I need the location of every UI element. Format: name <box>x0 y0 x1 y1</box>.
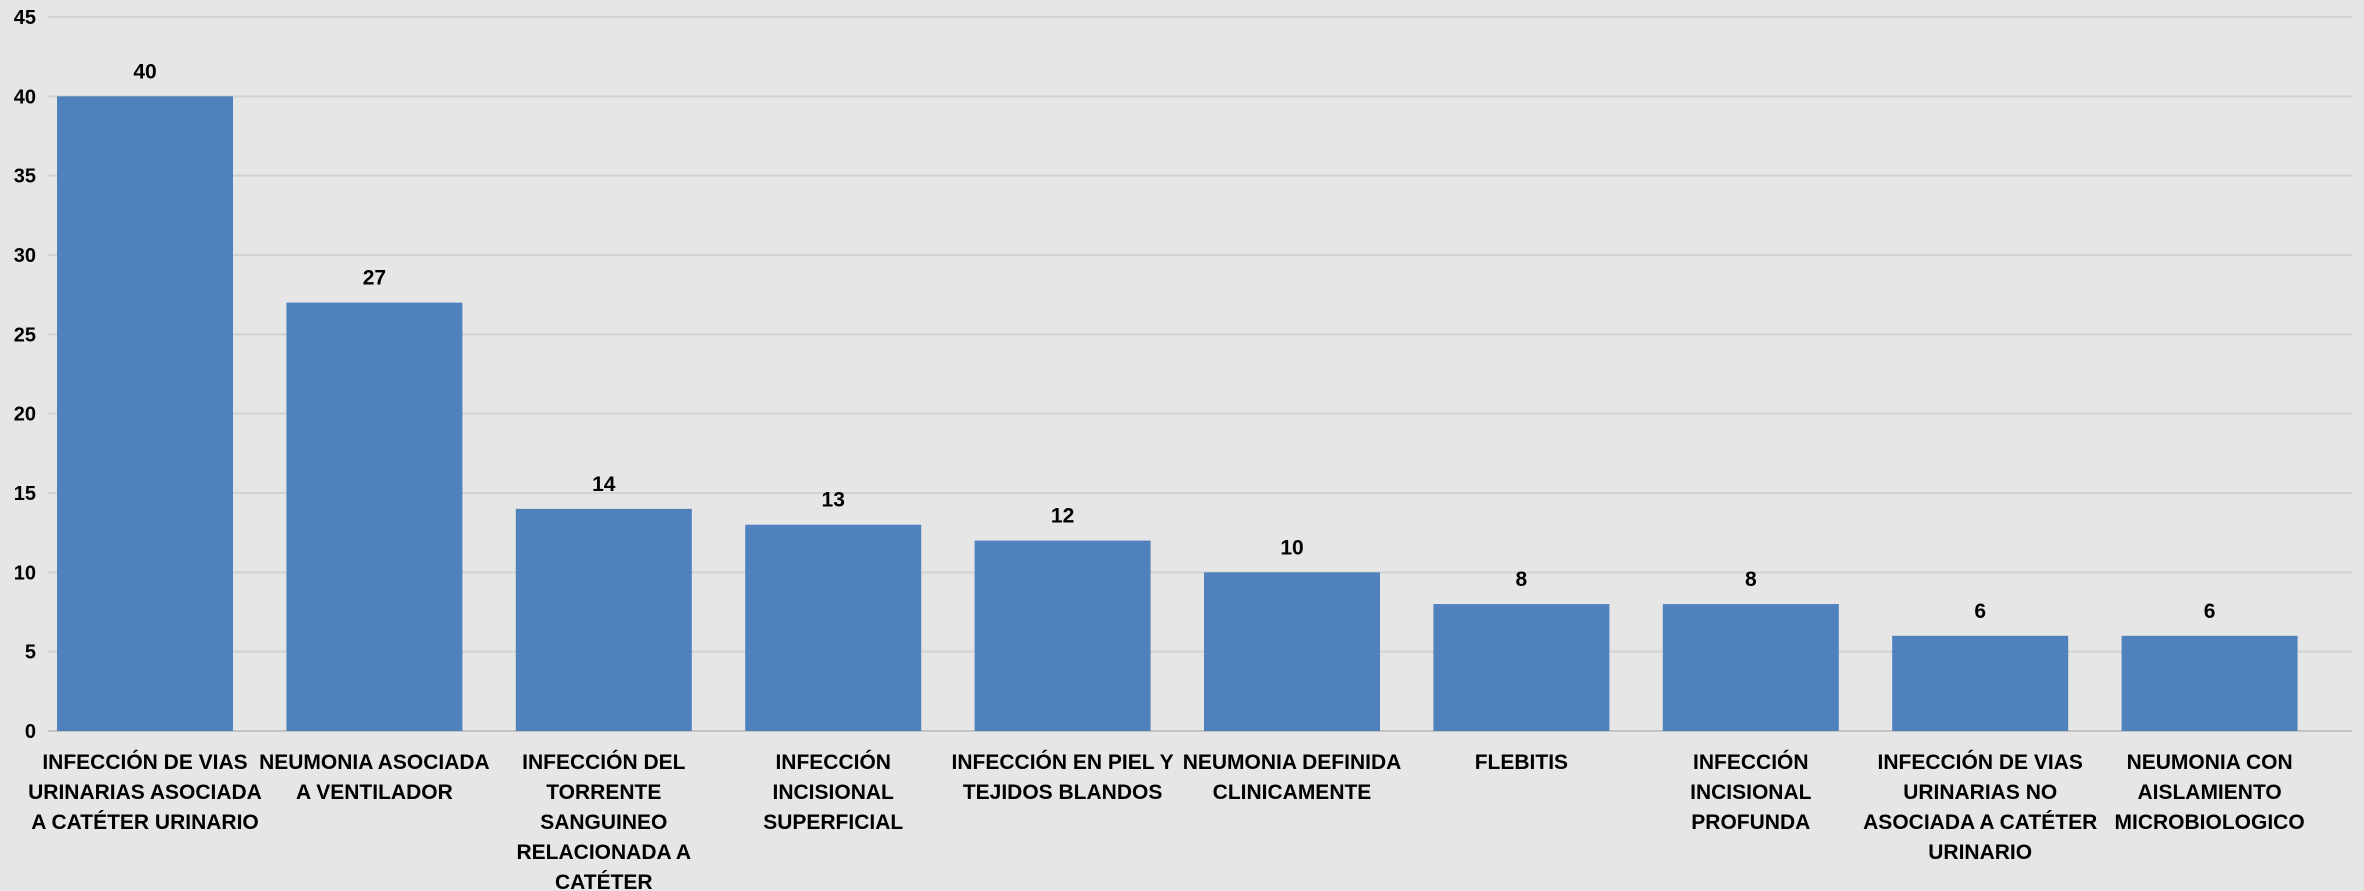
x-category-label: INFECCIÓN DE VIAS URINARIAS NO ASOCIADA A … <box>1863 750 2097 864</box>
x-category-label-line: MICROBIOLOGICO <box>2115 811 2305 834</box>
x-category-label-line: ASOCIADA A CATÉTER <box>1863 811 2097 834</box>
x-category-label-line: AISLAMIENTO <box>2137 781 2281 804</box>
x-category-label-line: INFECCIÓN DE VIAS <box>1878 750 2083 774</box>
bars <box>57 96 2298 732</box>
y-tick-label: 5 <box>25 642 36 664</box>
bar <box>286 302 463 731</box>
bar <box>1433 604 1610 731</box>
data-label: 14 <box>592 473 616 496</box>
bar <box>1204 572 1380 731</box>
x-category-label-line: PROFUNDA <box>1691 811 1810 834</box>
x-category-label-line: SANGUINEO <box>540 811 667 834</box>
bar <box>1892 635 2069 731</box>
x-category-label-line: FLEBITIS <box>1475 751 1568 774</box>
y-tick-label: 0 <box>25 721 36 743</box>
x-category-label: INFECCIÓN INCISIONAL SUPERFICIAL <box>763 750 903 834</box>
bar <box>2121 635 2298 731</box>
data-label: 8 <box>1745 568 1757 591</box>
x-category-label-line: SUPERFICIAL <box>763 811 903 834</box>
x-category-label: INFECCIÓN DE VIAS URINARIAS ASOCIADA A CAT… <box>28 750 262 834</box>
x-category-label-line: NEUMONIA ASOCIADA <box>259 751 490 774</box>
x-category-label-line: CLINICAMENTE <box>1213 781 1372 804</box>
x-category-label-line: CATÉTER <box>555 871 653 891</box>
x-category-label: NEUMONIA ASOCIADA A VENTILADOR <box>259 751 490 804</box>
x-category-label-line: INFECCIÓN EN PIEL Y <box>952 750 1174 774</box>
data-label: 8 <box>1516 568 1528 591</box>
y-axis-tick-labels: 0 5 10 15 20 25 30 35 40 45 <box>14 7 36 743</box>
x-category-label-line: INFECCIÓN DE VIAS <box>42 750 247 774</box>
x-category-label: NEUMONIA CON AISLAMIENTO MICROBIOLOGICO <box>2115 751 2305 834</box>
x-category-label-line: URINARIAS NO <box>1903 781 2057 804</box>
y-tick-label: 25 <box>14 324 36 346</box>
bar <box>974 540 1151 731</box>
x-category-label-line: TEJIDOS BLANDOS <box>963 781 1163 804</box>
x-category-label-line: INFECCIÓN <box>1693 750 1809 774</box>
data-label: 10 <box>1280 536 1303 559</box>
x-category-label-line: NEUMONIA CON <box>2127 751 2293 774</box>
bar <box>57 96 233 732</box>
data-label: 6 <box>1974 600 1986 623</box>
y-tick-label: 40 <box>14 86 36 108</box>
bar <box>1662 604 1839 731</box>
x-category-label-line: INCISIONAL <box>773 781 895 804</box>
data-label: 6 <box>2204 600 2216 623</box>
x-category-label: FLEBITIS <box>1475 751 1568 774</box>
x-category-label: INFECCIÓN EN PIEL Y TEJIDOS BLANDOS <box>952 750 1174 804</box>
x-category-label-line: INFECCIÓN DEL <box>522 750 686 774</box>
x-category-label-line: URINARIAS ASOCIADA <box>28 781 262 804</box>
y-tick-label: 30 <box>14 245 36 267</box>
x-category-label-line: NEUMONIA DEFINIDA <box>1183 751 1402 774</box>
x-category-label-line: A CATÉTER URINARIO <box>31 811 259 834</box>
bar <box>745 524 922 731</box>
data-label: 27 <box>363 267 386 290</box>
x-category-label-line: RELACIONADA A <box>516 841 691 864</box>
x-category-label-line: URINARIO <box>1928 841 2032 864</box>
y-tick-label: 10 <box>14 562 36 584</box>
x-axis-category-labels: INFECCIÓN DE VIAS URINARIAS ASOCIADA A CAT… <box>28 750 2305 891</box>
y-tick-label: 20 <box>14 404 36 426</box>
x-category-label-line: INFECCIÓN <box>775 750 891 774</box>
x-category-label: NEUMONIA DEFINIDA CLINICAMENTE <box>1183 751 1402 804</box>
data-labels: 40 27 14 13 12 10 8 8 6 6 <box>133 60 2215 622</box>
y-tick-label: 15 <box>14 483 36 505</box>
data-label: 12 <box>1051 505 1074 528</box>
x-category-label: INFECCIÓN DEL TORRENTE SANGUINEO RELACIONAD… <box>516 750 691 891</box>
x-category-label-line: TORRENTE <box>546 781 661 804</box>
x-category-label-line: INCISIONAL <box>1690 781 1812 804</box>
y-tick-label: 35 <box>14 166 36 188</box>
x-category-label: INFECCIÓN INCISIONAL PROFUNDA <box>1690 750 1812 834</box>
y-tick-label: 45 <box>14 7 36 29</box>
x-category-label-line: A VENTILADOR <box>296 781 453 804</box>
data-label: 13 <box>822 489 845 512</box>
data-label: 40 <box>133 60 156 83</box>
bar <box>515 508 692 731</box>
